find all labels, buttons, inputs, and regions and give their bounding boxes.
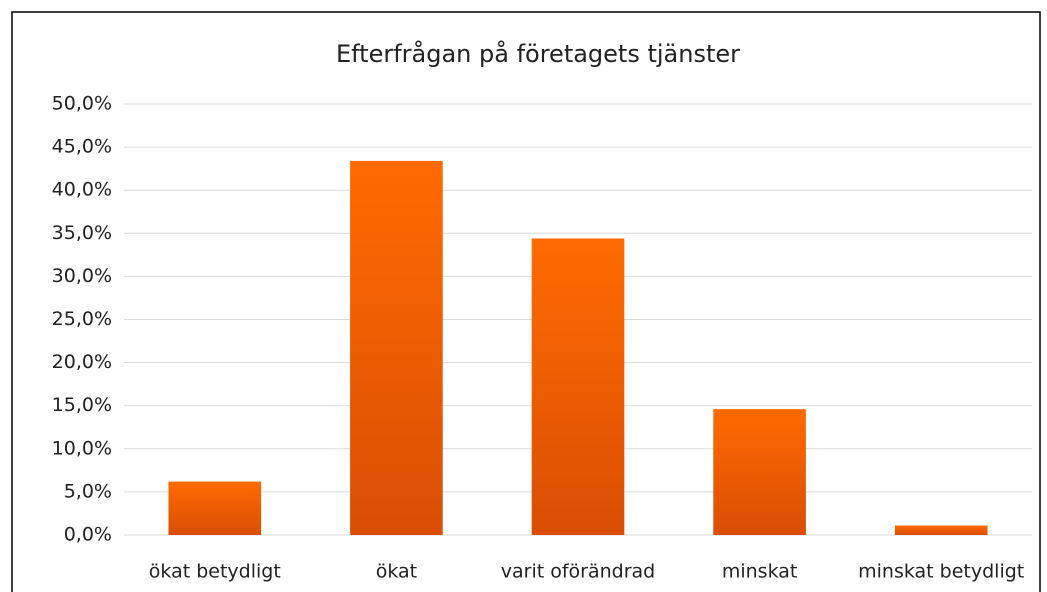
- y-tick-label: 35,0%: [52, 222, 112, 244]
- x-tick-label: ökat: [376, 561, 417, 583]
- y-tick-label: 15,0%: [52, 394, 112, 416]
- bar: [350, 160, 443, 535]
- y-tick-label: 45,0%: [52, 136, 112, 158]
- x-tick-label: minskat betydligt: [858, 561, 1024, 583]
- x-tick-label: minskat: [722, 561, 798, 583]
- y-tick-label: 5,0%: [64, 480, 112, 502]
- chart-title: Efterfrågan på företagets tjänster: [336, 39, 740, 68]
- y-tick-label: 50,0%: [52, 93, 112, 115]
- y-tick-label: 30,0%: [52, 265, 112, 287]
- y-tick-label: 25,0%: [52, 308, 112, 330]
- bar: [894, 525, 988, 535]
- x-tick-label: ökat betydligt: [149, 561, 281, 583]
- bar: [713, 409, 806, 535]
- x-tick-label: varit oförändrad: [501, 561, 655, 583]
- y-tick-label: 0,0%: [64, 524, 112, 546]
- bar: [531, 238, 625, 536]
- bar: [168, 481, 262, 535]
- y-tick-label: 20,0%: [52, 351, 112, 373]
- y-tick-label: 10,0%: [52, 437, 112, 459]
- chart-border: [11, 11, 1041, 592]
- y-tick-label: 40,0%: [52, 179, 112, 201]
